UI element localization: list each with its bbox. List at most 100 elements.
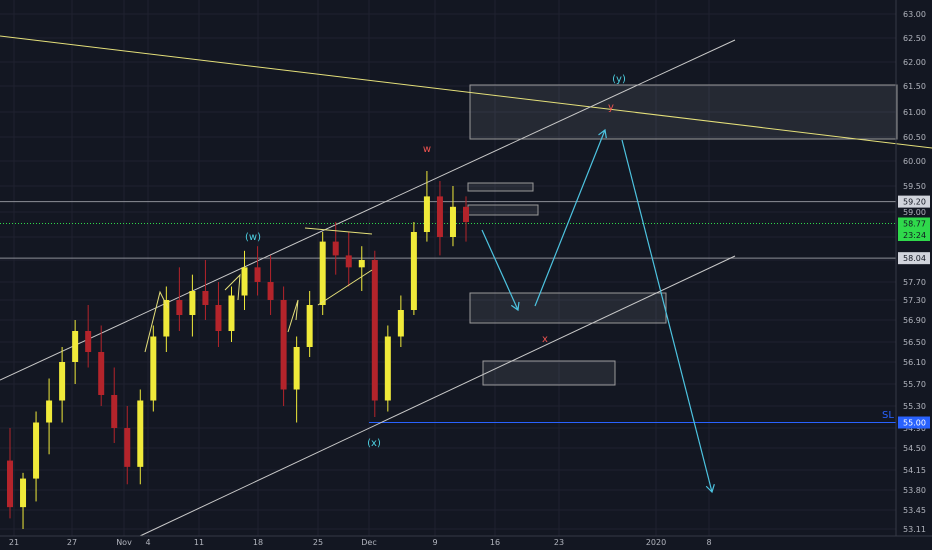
price-tags: 59.20 58.77 23:24 58.04 55.00	[898, 195, 930, 429]
x-tick-label: 23	[554, 538, 564, 547]
price-tag-0	[898, 195, 930, 208]
y-tick-label: 53.80	[903, 486, 926, 495]
candle-body	[254, 267, 261, 282]
pattern-triangle-0	[144, 290, 169, 353]
y-tick-label: 55.70	[903, 380, 926, 389]
candle-body	[163, 300, 170, 337]
y-tick-label: 62.50	[903, 34, 926, 43]
candle-body	[449, 206, 456, 237]
candle-body	[228, 295, 235, 331]
price-tag-label: 59.20	[903, 198, 926, 207]
candle-body	[319, 241, 326, 305]
candle-body	[280, 300, 287, 390]
candle-body	[33, 422, 40, 479]
candle-body	[293, 347, 300, 390]
price-axis[interactable]	[0, 0, 932, 537]
y-tick-label: 59.50	[903, 182, 926, 191]
chart-grid	[0, 0, 896, 536]
candle-body	[124, 428, 131, 467]
x-tick-label: 25	[313, 538, 323, 547]
channel-upper-line	[0, 39, 736, 381]
projection-path-up	[534, 129, 606, 307]
candle-body	[345, 255, 352, 268]
y-tick-label: 54.50	[903, 444, 926, 453]
candle-body	[20, 478, 27, 508]
arrowhead-down	[510, 301, 520, 312]
candle-body	[176, 300, 183, 315]
candle-body	[267, 282, 274, 300]
y-tick-label: 59.00	[903, 208, 926, 217]
candle-body	[306, 305, 313, 347]
candle-body	[241, 267, 248, 296]
x-tick-label: Dec	[361, 538, 376, 547]
price-tag-label: 23:24	[903, 231, 926, 240]
candle-body	[410, 232, 417, 310]
x-tick-label: 27	[67, 538, 77, 547]
wave-label: y	[608, 102, 614, 113]
descending-trendline	[0, 35, 932, 149]
price-tag-label: 55.00	[903, 419, 926, 428]
wave-label: (y)	[612, 74, 626, 85]
candle-body	[384, 336, 391, 401]
y-tick-label: 56.50	[903, 338, 926, 347]
y-tick-label: 61.00	[903, 108, 926, 117]
projection-path-final	[621, 139, 713, 493]
pattern-flag-bottom	[317, 269, 373, 306]
x-tick-label: 2020	[646, 538, 666, 547]
pattern-triangle-2	[287, 299, 299, 333]
candle-body	[397, 310, 404, 337]
y-tick-label: 60.50	[903, 133, 926, 142]
y-tick-label: 56.10	[903, 358, 926, 367]
target-zone-1	[469, 292, 667, 324]
candle-body	[46, 400, 53, 423]
x-tick-label: 18	[253, 538, 263, 547]
candle-body	[150, 336, 157, 401]
y-tick-label: 57.70	[903, 278, 926, 287]
horizontal-lines	[0, 201, 896, 423]
wave-label: (x)	[367, 438, 381, 449]
y-tick-label: 53.11	[903, 525, 926, 534]
x-tick-label: 8	[706, 538, 711, 547]
candle-body	[463, 206, 469, 222]
candle-body	[72, 331, 79, 362]
y-tick-label: 56.90	[903, 316, 926, 325]
candle-body	[358, 260, 365, 268]
pattern-flag-top	[304, 227, 373, 235]
x-tick-label: 11	[194, 538, 204, 547]
target-zone-4	[467, 204, 539, 216]
wave-label: (w)	[245, 232, 261, 243]
candle-body	[332, 241, 339, 256]
y-tick-label: 61.50	[903, 82, 926, 91]
wave-label: w	[423, 144, 431, 155]
wave-labels: (w) w (x) (y) y x SL	[245, 74, 894, 449]
arrowhead-up	[598, 128, 607, 139]
target-zone-2	[482, 360, 616, 386]
candle-body	[85, 331, 92, 352]
candles-layer	[7, 171, 469, 529]
candle-body	[7, 460, 13, 508]
channel-lines	[0, 35, 932, 537]
price-tag-4	[898, 416, 930, 429]
y-tick-label: 55.30	[903, 402, 926, 411]
candle-body	[111, 395, 118, 428]
candle-body	[189, 291, 196, 315]
projection-arrows	[481, 128, 715, 494]
y-tick-label: 60.00	[903, 157, 926, 166]
candle-body	[98, 352, 105, 395]
channel-lower-line	[139, 255, 736, 537]
price-tag-label: 58.04	[903, 254, 926, 263]
x-tick-label: 4	[145, 538, 150, 547]
candle-body	[215, 305, 222, 331]
pattern-triangle-1	[224, 273, 241, 301]
candle-body	[202, 291, 209, 305]
candle-body	[137, 400, 144, 467]
time-axis-ticks: 21 27 Nov 4 11 18 25 Dec 9 16 23 2020 8	[9, 538, 712, 547]
x-tick-label: Nov	[116, 538, 132, 547]
y-tick-label: 62.00	[903, 58, 926, 67]
y-tick-label: 54.15	[903, 466, 926, 475]
candle-body	[371, 260, 378, 401]
target-zone-0	[469, 84, 898, 140]
wave-label: x	[542, 334, 548, 345]
price-tag-3	[898, 252, 930, 265]
